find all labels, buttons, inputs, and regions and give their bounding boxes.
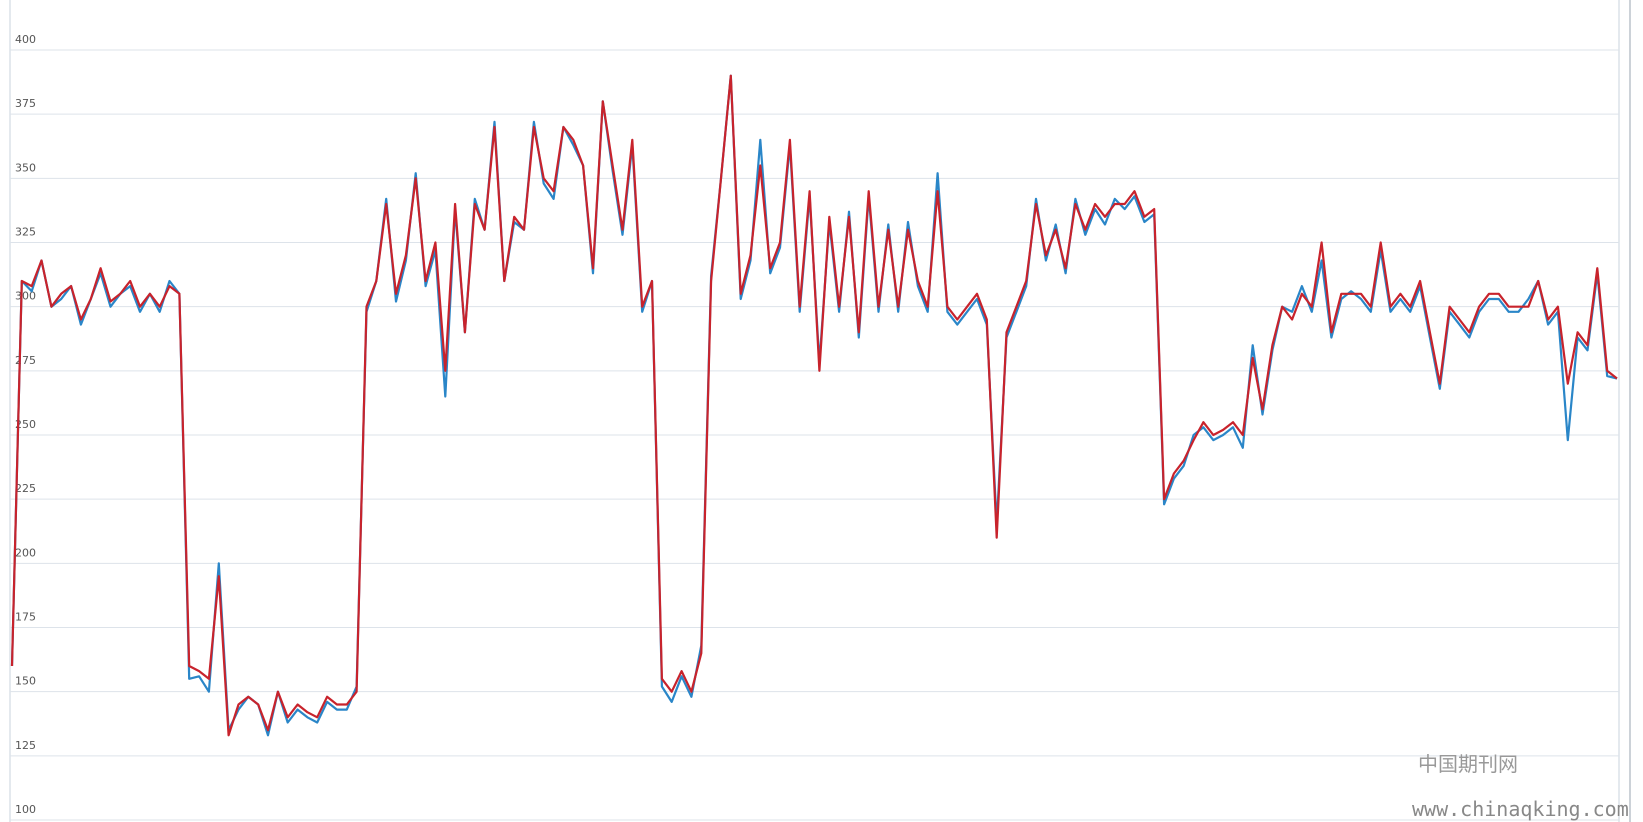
watermark-title: 中国期刊网 bbox=[1418, 752, 1518, 776]
y-tick-label: 400 bbox=[15, 33, 36, 46]
series-line bbox=[10, 74, 1618, 737]
y-tick-label: 250 bbox=[15, 418, 36, 431]
y-tick-label: 275 bbox=[15, 354, 36, 367]
y-tick-label: 225 bbox=[15, 482, 36, 495]
y-tick-label: 325 bbox=[15, 226, 36, 239]
y-tick-label: 125 bbox=[15, 739, 36, 752]
plot bbox=[10, 74, 1618, 737]
y-tick-label: 150 bbox=[15, 675, 36, 688]
y-tick-label: 375 bbox=[15, 97, 36, 110]
grid: 100 125 150 175 200 225 250 275 300 325 350 375 400 bbox=[10, 33, 1619, 821]
y-tick-label: 300 bbox=[15, 290, 36, 303]
watermark-url: www.chinaqking.com bbox=[1412, 797, 1629, 821]
y-tick-label: 100 bbox=[15, 803, 36, 816]
y-tick-label: 350 bbox=[15, 161, 36, 174]
y-tick-label: 175 bbox=[15, 611, 36, 624]
y-tick-label: 200 bbox=[15, 546, 36, 559]
